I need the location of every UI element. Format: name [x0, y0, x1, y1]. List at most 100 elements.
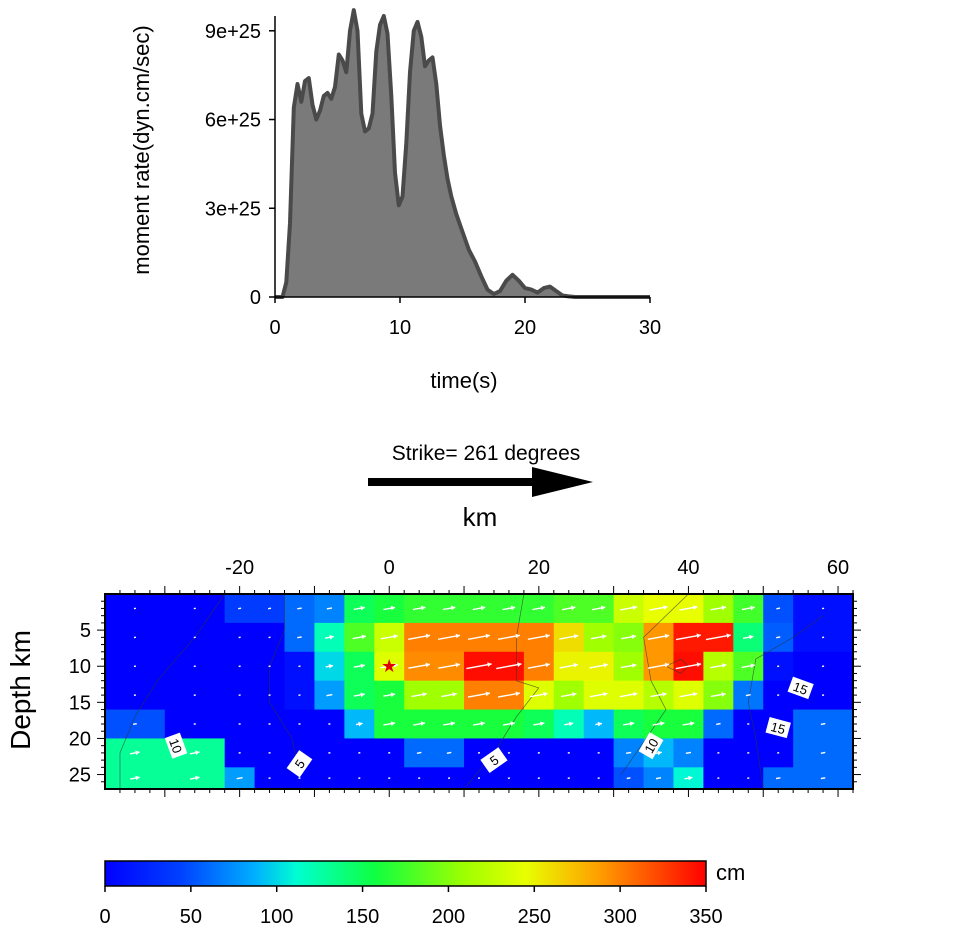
slip-map-xlabel: km — [463, 502, 498, 532]
x-tick-label: 20 — [528, 557, 550, 579]
slip-vector-head — [749, 634, 754, 640]
slip-vector-head — [450, 721, 455, 727]
contour-label-box — [480, 747, 508, 773]
colorbar-unit: cm — [716, 860, 745, 885]
colorbar: cm 0 50 100 150 200 250 300 350 — [99, 860, 745, 928]
slip-vector-head — [721, 605, 727, 611]
slip-vector-head — [572, 692, 577, 697]
strike-arrow-shaft — [368, 478, 540, 486]
slip-vector-head — [539, 721, 545, 727]
slip-vector-head — [515, 633, 520, 639]
contour-line — [747, 615, 824, 790]
slip-vector — [820, 777, 826, 780]
contour-label-box — [286, 750, 313, 778]
slip-vector-head — [664, 662, 670, 668]
moment-rate-ylabel: moment rate(dyn.cm/sec) — [129, 25, 154, 274]
contour-label-box — [638, 732, 664, 760]
slip-vector-head — [358, 721, 363, 727]
y-tick-label: 25 — [69, 765, 91, 787]
contour-label: 5 — [480, 747, 508, 773]
colorbar-tick-label: 0 — [99, 906, 110, 928]
slip-vector-head — [597, 721, 602, 727]
moment-rate-line — [275, 8, 650, 299]
colorbar-gradient — [104, 860, 707, 887]
slip-vectors — [130, 605, 826, 781]
slip-vector-head — [510, 605, 516, 611]
slip-vector — [496, 663, 522, 670]
y-tick-label: 5 — [80, 620, 91, 642]
slip-vector-head — [750, 605, 755, 611]
colorbar-tick-label: 100 — [260, 906, 293, 928]
slip-vector-head — [570, 605, 576, 611]
slip-vector-head — [361, 634, 366, 640]
moment-rate-plot: 0 10 20 30 0 3e+25 6e+25 9e+25 time(s) moment … — [129, 8, 661, 393]
slip-vector — [776, 636, 781, 639]
slip-vector-head — [543, 691, 548, 697]
slip-vector-head — [689, 721, 695, 727]
slip-vector-head — [360, 663, 365, 669]
colorbar-tick-label: 350 — [689, 906, 722, 928]
slip-vector — [675, 634, 701, 641]
x-tick-label: 60 — [827, 557, 849, 579]
colorbar-tick-label: 50 — [180, 906, 202, 928]
slip-vector-head — [568, 721, 574, 727]
y-tick-label: 15 — [69, 692, 91, 714]
contour-labels: 10 5 5 10 15 15 — [164, 676, 814, 778]
contour-label: 15 — [765, 717, 791, 739]
slip-vector-head — [455, 662, 460, 668]
slip-vector-head — [750, 663, 755, 669]
moment-rate-y-ticks: 0 3e+25 6e+25 9e+25 — [205, 21, 275, 309]
slip-vector-head — [693, 605, 698, 610]
moment-rate-x-ticks: 0 10 20 30 — [269, 297, 661, 339]
slip-vector — [626, 777, 631, 780]
slip-vector-head — [425, 633, 431, 639]
slip-vector — [326, 607, 333, 610]
slip-vector — [775, 777, 781, 780]
slip-vector-head — [360, 692, 365, 698]
slip-vector-head — [485, 691, 490, 697]
slip-vector-head — [195, 750, 200, 756]
x-tick-label: 30 — [639, 317, 661, 339]
x-tick-label: 40 — [677, 557, 699, 579]
y-tick-label: 20 — [69, 728, 91, 750]
slip-vector — [716, 722, 721, 726]
slip-vector-head — [515, 691, 520, 697]
slip-vector — [132, 722, 137, 726]
slip-vector-head — [600, 605, 606, 611]
moment-rate-xlabel: time(s) — [430, 368, 497, 393]
slip-vector-head — [721, 692, 726, 697]
contour-label-text: 10 — [641, 736, 661, 756]
y-tick-label: 6e+25 — [205, 110, 261, 132]
slip-vector-head — [390, 692, 396, 698]
x-tick-label: 0 — [269, 317, 280, 339]
slip-vector — [655, 777, 662, 780]
slip-vector-head — [329, 634, 334, 640]
slip-vector-head — [360, 605, 365, 611]
strike-label: Strike= 261 degrees — [392, 442, 581, 465]
slip-vector — [685, 751, 692, 755]
contour-label: 10 — [638, 732, 664, 760]
slip-vector-head — [393, 634, 398, 639]
y-tick-label: 10 — [69, 656, 91, 678]
slip-vector-head — [421, 605, 426, 611]
contour-label-text: 15 — [769, 719, 787, 737]
slip-vector-head — [510, 721, 515, 727]
x-tick-label: 10 — [389, 317, 411, 339]
slip-vector-head — [135, 750, 140, 756]
colorbar-tick-label: 200 — [432, 906, 465, 928]
contour-line — [119, 593, 225, 789]
contour-label-box — [787, 676, 814, 700]
colorbar-tick-label: 250 — [518, 906, 551, 928]
slip-vector — [238, 607, 242, 610]
slip-vector-head — [545, 662, 550, 668]
y-tick-label: 3e+25 — [205, 198, 261, 220]
y-tick-label: 9e+25 — [205, 21, 261, 43]
slip-vector-head — [450, 605, 456, 611]
slip-map-ylabel: Depth km — [5, 630, 36, 750]
colorbar-tick-label: 300 — [603, 906, 636, 928]
strike-arrow-head — [532, 467, 593, 497]
slip-vector-head — [660, 721, 665, 727]
slip-vector-head — [328, 663, 334, 669]
slip-vector-head — [480, 721, 485, 727]
hypocenter-star: ★ — [381, 656, 397, 677]
